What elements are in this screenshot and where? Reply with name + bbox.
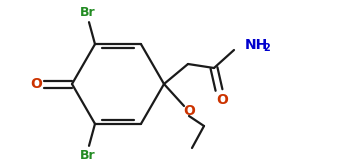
Text: Br: Br bbox=[80, 149, 96, 162]
Text: O: O bbox=[30, 77, 42, 91]
Text: NH: NH bbox=[245, 38, 268, 52]
Text: O: O bbox=[216, 93, 228, 107]
Text: Br: Br bbox=[80, 6, 96, 19]
Text: O: O bbox=[183, 104, 195, 118]
Text: 2: 2 bbox=[263, 43, 270, 53]
